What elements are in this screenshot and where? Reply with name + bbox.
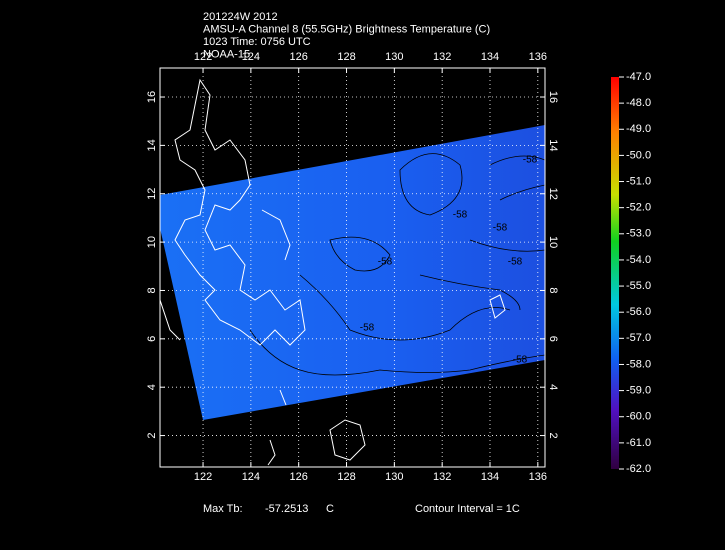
colorbar-label: -47.0	[626, 71, 651, 83]
contour-label: -58	[523, 155, 538, 166]
colorbar-ticks: -47.0 -48.0 -49.0 -50.0 -51.0 -52.0 -53.0 -54.0…	[619, 71, 651, 475]
lat-label: 4	[547, 384, 559, 390]
colorbar-label: -54.0	[626, 254, 651, 266]
colorbar-label: -59.0	[626, 385, 651, 397]
lon-label: 132	[433, 51, 451, 63]
graticule	[160, 68, 545, 467]
contour-label: -58	[508, 257, 523, 268]
colorbar-label: -62.0	[626, 463, 651, 475]
colorbar-label: -51.0	[626, 175, 651, 187]
colorbar-label: -53.0	[626, 228, 651, 240]
lon-label: 136	[529, 51, 547, 63]
contour-label: -58	[493, 223, 508, 234]
colorbar-label: -52.0	[626, 202, 651, 214]
lat-label: 14	[547, 139, 559, 151]
colorbar-label: -55.0	[626, 280, 651, 292]
colorbar-label: -49.0	[626, 123, 651, 135]
contour-label: -58	[378, 257, 393, 268]
max-label: Max Tb:	[203, 503, 243, 515]
lon-label: 126	[290, 51, 308, 63]
lat-label: 6	[547, 336, 559, 342]
coastlines	[160, 78, 506, 466]
colorbar	[611, 77, 619, 469]
contour-interval: Contour Interval = 1C	[415, 503, 520, 515]
lat-label: 2	[146, 433, 158, 439]
contours	[249, 153, 545, 376]
header-line: 201224W 2012	[203, 11, 278, 23]
satellite-swath	[160, 125, 545, 420]
colorbar-label: -48.0	[626, 97, 651, 109]
lat-label: 16	[547, 91, 559, 103]
lat-label: 16	[146, 91, 158, 103]
lon-label: 122	[194, 471, 212, 483]
colorbar-label: -61.0	[626, 437, 651, 449]
colorbar-label: -50.0	[626, 149, 651, 161]
colorbar-label: -60.0	[626, 411, 651, 423]
lat-label: 12	[146, 188, 158, 200]
colorbar-label: -58.0	[626, 358, 651, 370]
lat-label: 8	[146, 287, 158, 293]
unit: C	[326, 503, 334, 515]
lat-label: 14	[146, 139, 158, 151]
lon-label: 124	[242, 51, 260, 63]
header-line: NOAA-15	[203, 48, 250, 60]
contour-label: -58	[513, 355, 528, 366]
lon-label: 128	[337, 51, 355, 63]
contour-label: -58	[360, 323, 375, 334]
contour-label: -58	[453, 210, 468, 221]
lon-label: 130	[385, 471, 403, 483]
lon-label: 132	[433, 471, 451, 483]
lon-label: 124	[242, 471, 260, 483]
lon-label: 126	[290, 471, 308, 483]
lon-label: 122	[194, 51, 212, 63]
lon-label: 136	[529, 471, 547, 483]
colorbar-label: -57.0	[626, 332, 651, 344]
map-content: -58 -58 -58 -58 -58 -58 -58	[160, 68, 545, 467]
contour-labels: -58 -58 -58 -58 -58 -58 -58	[360, 155, 538, 366]
lat-label: 2	[547, 433, 559, 439]
lon-label: 130	[385, 51, 403, 63]
header-line: 1023 Time: 0756 UTC	[203, 36, 311, 48]
lon-label: 128	[337, 471, 355, 483]
map-axes: 1221221241241261261281281301301321321341…	[146, 51, 559, 483]
lon-label: 134	[481, 51, 499, 63]
lat-label: 12	[547, 188, 559, 200]
lat-label: 6	[146, 336, 158, 342]
lat-label: 8	[547, 287, 559, 293]
colorbar-label: -56.0	[626, 306, 651, 318]
lat-label: 4	[146, 384, 158, 390]
lat-label: 10	[547, 236, 559, 248]
lat-label: 10	[146, 236, 158, 248]
lon-label: 134	[481, 471, 499, 483]
map-frame	[159, 67, 546, 468]
header-line: AMSU-A Channel 8 (55.5GHz) Brightness Te…	[203, 23, 490, 35]
max-value: -57.2513	[265, 503, 308, 515]
